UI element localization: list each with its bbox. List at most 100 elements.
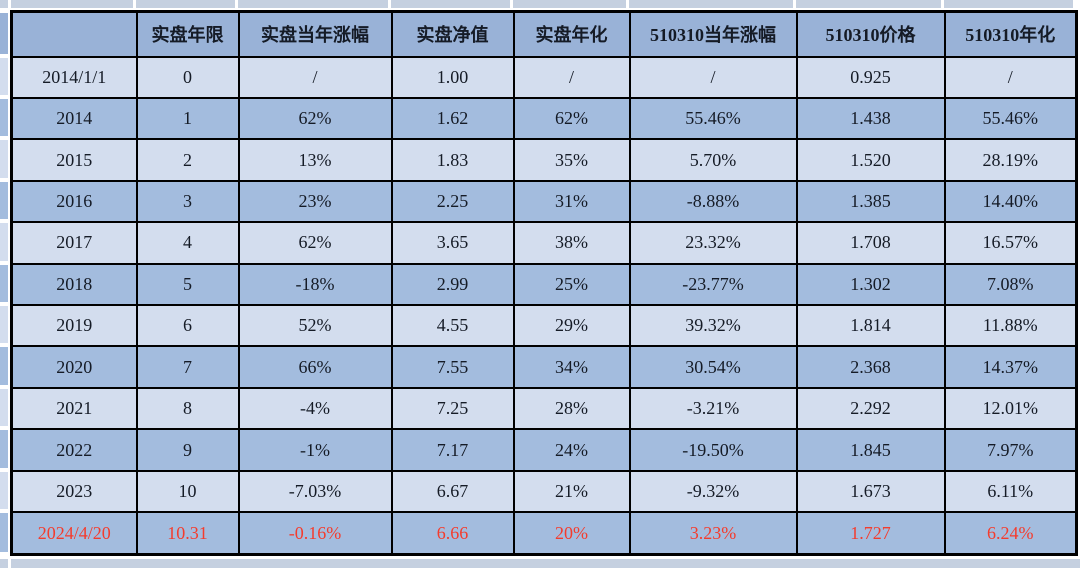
table-cell[interactable]: 5.70%	[628, 138, 798, 182]
table-cell[interactable]: 2.99	[390, 262, 515, 307]
table-cell[interactable]: 1	[135, 96, 240, 141]
table-cell[interactable]: 1.673	[795, 469, 946, 514]
column-header-cell[interactable]: 实盘当年涨幅	[237, 10, 393, 58]
table-cell[interactable]: 1.385	[795, 179, 946, 224]
table-cell[interactable]: -4%	[237, 386, 393, 431]
table-cell[interactable]: 24%	[512, 428, 631, 472]
table-cell[interactable]: 1.00	[390, 55, 515, 99]
table-cell[interactable]: 2	[135, 138, 240, 182]
table-cell[interactable]: 1.438	[795, 96, 946, 141]
table-cell[interactable]: 1.845	[795, 428, 946, 472]
table-cell[interactable]: 1.708	[795, 221, 946, 265]
table-cell[interactable]: /	[943, 55, 1078, 99]
table-cell[interactable]: 55.46%	[628, 96, 798, 141]
table-cell[interactable]: 7.08%	[943, 262, 1078, 307]
table-cell[interactable]: -9.32%	[628, 469, 798, 514]
table-cell[interactable]: 2022	[10, 428, 138, 472]
table-cell[interactable]: 2015	[10, 138, 138, 182]
table-cell[interactable]: 62%	[512, 96, 631, 141]
table-cell[interactable]: 66%	[237, 345, 393, 389]
table-cell[interactable]: 0.925	[795, 55, 946, 99]
table-cell[interactable]: 4	[135, 221, 240, 265]
table-cell[interactable]: 55.46%	[943, 96, 1078, 141]
table-cell[interactable]: 2.292	[795, 386, 946, 431]
table-cell[interactable]: 25%	[512, 262, 631, 307]
table-cell[interactable]: 2020	[10, 345, 138, 389]
table-cell[interactable]: 2014	[10, 96, 138, 141]
table-cell[interactable]: 2017	[10, 221, 138, 265]
table-cell[interactable]: 4.55	[390, 304, 515, 348]
table-cell[interactable]: 10	[135, 469, 240, 514]
table-cell[interactable]: 31%	[512, 179, 631, 224]
table-cell[interactable]: 1.814	[795, 304, 946, 348]
table-cell[interactable]: 35%	[512, 138, 631, 182]
table-cell[interactable]: -19.50%	[628, 428, 798, 472]
table-cell[interactable]: 2021	[10, 386, 138, 431]
table-cell[interactable]: 14.37%	[943, 345, 1078, 389]
table-cell[interactable]: 62%	[237, 221, 393, 265]
table-cell[interactable]: 2018	[10, 262, 138, 307]
table-cell[interactable]: 7	[135, 345, 240, 389]
table-cell[interactable]: 0	[135, 55, 240, 99]
table-cell[interactable]: 6	[135, 304, 240, 348]
table-cell[interactable]: 23%	[237, 179, 393, 224]
table-cell[interactable]: 2024/4/20	[10, 511, 138, 556]
table-cell[interactable]: 1.727	[795, 511, 946, 556]
table-cell[interactable]: 13%	[237, 138, 393, 182]
table-cell[interactable]: 23.32%	[628, 221, 798, 265]
table-cell[interactable]: 30.54%	[628, 345, 798, 389]
column-header-cell[interactable]: 实盘年化	[512, 10, 631, 58]
table-cell[interactable]: 6.66	[390, 511, 515, 556]
table-cell[interactable]: 28%	[512, 386, 631, 431]
table-cell[interactable]: 20%	[512, 511, 631, 556]
table-cell[interactable]: 6.67	[390, 469, 515, 514]
table-cell[interactable]: 3	[135, 179, 240, 224]
column-header-cell[interactable]: 510310当年涨幅	[628, 10, 798, 58]
table-cell[interactable]: -0.16%	[237, 511, 393, 556]
table-cell[interactable]: /	[512, 55, 631, 99]
table-cell[interactable]: 6.11%	[943, 469, 1078, 514]
column-header-cell[interactable]: 实盘净值	[390, 10, 515, 58]
table-cell[interactable]: 29%	[512, 304, 631, 348]
table-cell[interactable]: 38%	[512, 221, 631, 265]
table-cell[interactable]: 7.17	[390, 428, 515, 472]
table-cell[interactable]: -18%	[237, 262, 393, 307]
table-cell[interactable]: 9	[135, 428, 240, 472]
table-cell[interactable]: -23.77%	[628, 262, 798, 307]
table-cell[interactable]: 7.97%	[943, 428, 1078, 472]
column-header-cell[interactable]: 510310年化	[943, 10, 1078, 58]
table-cell[interactable]: 6.24%	[943, 511, 1078, 556]
table-cell[interactable]: 5	[135, 262, 240, 307]
table-cell[interactable]: 1.520	[795, 138, 946, 182]
table-cell[interactable]: 21%	[512, 469, 631, 514]
table-cell[interactable]: 1.83	[390, 138, 515, 182]
table-cell[interactable]: 8	[135, 386, 240, 431]
table-cell[interactable]: 7.25	[390, 386, 515, 431]
table-cell[interactable]: 34%	[512, 345, 631, 389]
table-cell[interactable]: 3.65	[390, 221, 515, 265]
table-cell[interactable]: 1.302	[795, 262, 946, 307]
table-cell[interactable]: /	[237, 55, 393, 99]
table-cell[interactable]: 52%	[237, 304, 393, 348]
table-cell[interactable]: 7.55	[390, 345, 515, 389]
table-cell[interactable]: 62%	[237, 96, 393, 141]
table-cell[interactable]: 28.19%	[943, 138, 1078, 182]
table-cell[interactable]: /	[628, 55, 798, 99]
table-cell[interactable]: 1.62	[390, 96, 515, 141]
table-cell[interactable]: 2019	[10, 304, 138, 348]
table-cell[interactable]: 2.368	[795, 345, 946, 389]
table-cell[interactable]: 3.23%	[628, 511, 798, 556]
table-cell[interactable]: 2014/1/1	[10, 55, 138, 99]
table-cell[interactable]: -3.21%	[628, 386, 798, 431]
table-cell[interactable]: 2016	[10, 179, 138, 224]
table-cell[interactable]: 10.31	[135, 511, 240, 556]
column-header-cell[interactable]: 510310价格	[795, 10, 946, 58]
table-cell[interactable]: 39.32%	[628, 304, 798, 348]
table-cell[interactable]: 14.40%	[943, 179, 1078, 224]
table-cell[interactable]: 12.01%	[943, 386, 1078, 431]
column-header-cell[interactable]: 实盘年限	[135, 10, 240, 58]
column-header-cell[interactable]	[10, 10, 138, 58]
table-cell[interactable]: 2023	[10, 469, 138, 514]
table-cell[interactable]: 2.25	[390, 179, 515, 224]
table-cell[interactable]: -1%	[237, 428, 393, 472]
